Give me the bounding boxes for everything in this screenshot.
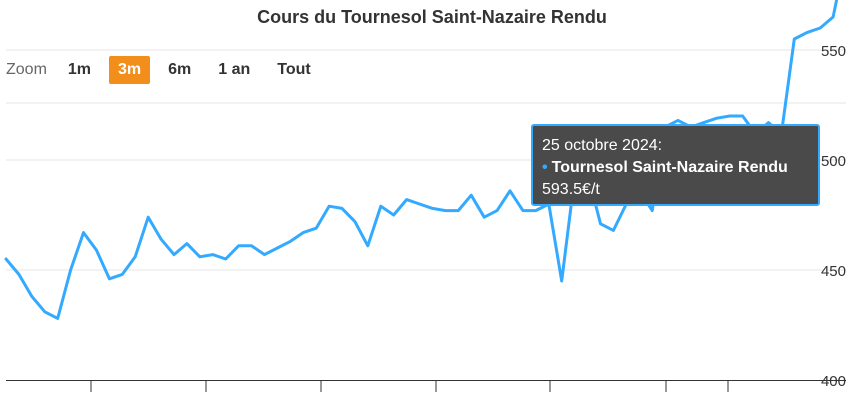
chart-title: Cours du Tournesol Saint-Nazaire Rendu <box>257 7 607 27</box>
tooltip-series-bullet-icon: • <box>542 159 548 176</box>
tooltip-series-name: Tournesol Saint-Nazaire Rendu <box>551 159 788 176</box>
zoom-button-tout[interactable]: Tout <box>277 61 311 78</box>
zoom-button-3m[interactable]: 3m <box>109 56 151 84</box>
tooltip-value: 593.5€/t <box>542 181 600 198</box>
zoom-button-1an[interactable]: 1 an <box>218 61 251 78</box>
y-tick-label: 450 <box>821 263 846 280</box>
y-tick-label: 500 <box>821 153 846 170</box>
zoom-label: Zoom <box>6 61 47 78</box>
series-line <box>4 0 839 320</box>
zoom-button-6m[interactable]: 6m <box>168 61 192 78</box>
y-tick-label: 400 <box>821 373 846 390</box>
y-tick-label: 550 <box>821 43 846 60</box>
data-tooltip: 25 octobre 2024: • Tournesol Saint-Nazair… <box>531 124 820 206</box>
zoom-selector: Zoom 1m 3m 6m 1 an Tout <box>6 55 329 85</box>
tooltip-date: 25 octobre 2024: <box>542 137 663 154</box>
zoom-button-1m[interactable]: 1m <box>67 61 92 78</box>
